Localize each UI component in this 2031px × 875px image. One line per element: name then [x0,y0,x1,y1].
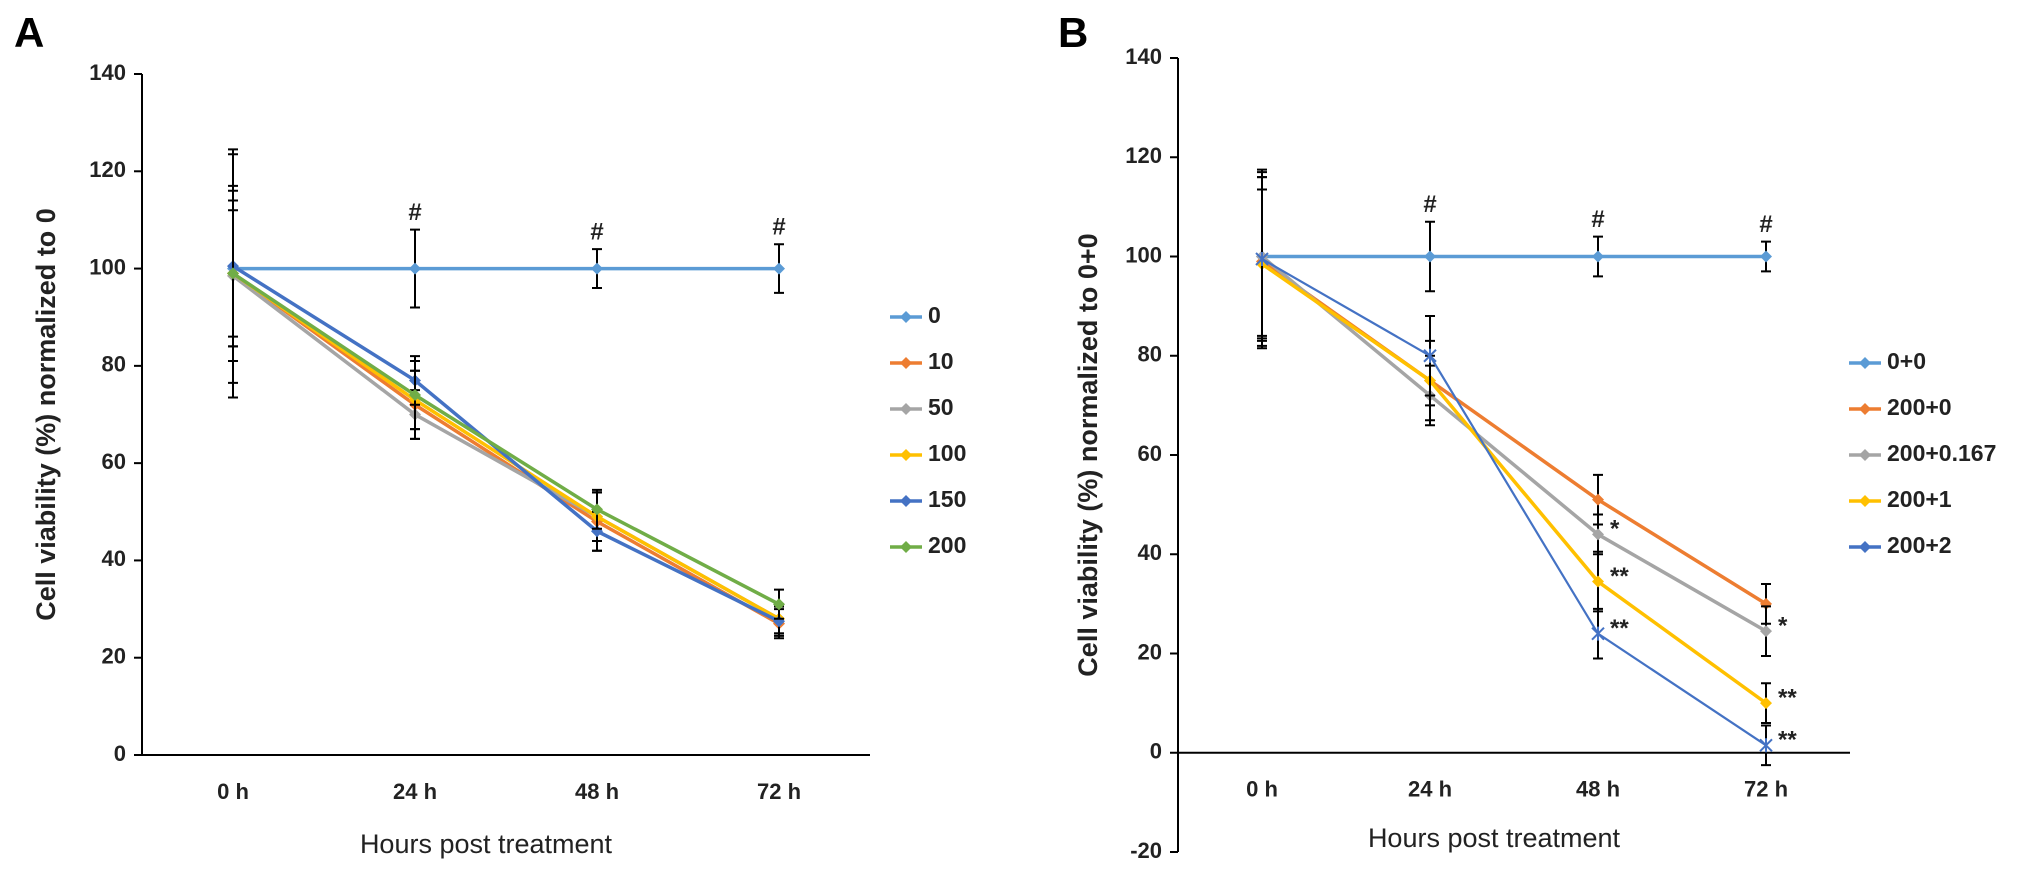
legend-marker [1859,449,1871,461]
annotation: ** [1610,563,1629,590]
marker [409,262,421,275]
x-tick-label: 24 h [393,779,437,804]
y-tick-label: 20 [102,644,126,669]
legend-marker [1859,357,1871,369]
annotation: # [408,199,421,226]
legend-label: 100 [928,440,966,466]
marker [591,262,603,275]
legend-marker [1859,403,1871,415]
marker [1760,625,1772,638]
annotation: # [590,218,603,245]
annotation: # [1423,191,1436,218]
legend-label: 0 [928,302,941,328]
series-line [1261,262,1768,705]
y-tick-label: 0 [1150,739,1162,764]
annotation: # [1759,211,1772,238]
y-tick-label: 80 [102,352,126,377]
y-tick-label: -20 [1130,838,1162,863]
legend-marker [900,541,912,553]
annotation: # [772,214,785,241]
series-line [232,264,780,623]
y-tick-label: 140 [89,60,126,85]
series-line [1260,260,1767,606]
x-tick-label: 48 h [1576,777,1620,802]
legend-marker [900,495,912,507]
y-tick-label: 120 [89,157,126,182]
x-tick-label: 0 h [217,779,249,804]
panel-label: B [1058,9,1088,56]
marker [409,389,421,402]
x-axis-title: Hours post treatment [360,829,613,859]
annotation: # [1591,206,1604,233]
marker [1592,250,1604,263]
legend-label: 200+0 [1887,394,1952,420]
annotation: ** [1610,615,1629,642]
legend-label: 200+2 [1887,532,1952,558]
legend-marker [900,357,912,369]
series-line [231,272,780,626]
legend-label: 10 [928,348,954,374]
y-tick-label: 140 [1125,44,1162,69]
x-tick-label: 0 h [1246,777,1278,802]
annotation: * [1778,613,1788,640]
legend-marker [900,449,912,461]
y-axis-title: Cell viability (%) normalized to 0 [31,208,61,621]
marker [1759,738,1773,753]
legend-marker [900,311,912,323]
x-tick-label: 72 h [757,779,801,804]
legend-label: 0+0 [1887,348,1926,374]
marker [1424,250,1436,263]
legend-label: 200+0.167 [1887,440,1996,466]
marker [773,598,785,611]
legend-marker [1859,541,1871,553]
marker [1255,251,1269,266]
y-tick-label: 0 [114,741,126,766]
marker [773,262,785,275]
legend-marker [900,403,912,415]
x-tick-label: 48 h [575,779,619,804]
legend-label: 150 [928,486,966,512]
y-tick-label: 20 [1138,639,1162,664]
annotation: ** [1778,684,1797,711]
series-line [1261,258,1767,747]
marker [591,503,603,516]
legend-label: 200+1 [1887,486,1952,512]
panel-label: A [14,9,44,56]
legend-marker [1859,495,1871,507]
marker [1591,626,1605,641]
series-line [232,271,780,621]
annotation: ** [1778,727,1797,754]
marker [1592,493,1604,506]
y-tick-label: 100 [1125,242,1162,267]
x-tick-label: 24 h [1408,777,1452,802]
y-tick-label: 120 [1125,143,1162,168]
x-axis-title: Hours post treatment [1368,823,1621,853]
marker [1592,575,1604,588]
y-axis-title: Cell viability (%) normalized to 0+0 [1073,233,1103,676]
marker [1423,348,1437,363]
legend-label: 50 [928,394,954,420]
legend-label: 200 [928,532,966,558]
y-tick-label: 40 [1138,540,1162,565]
series-line [232,271,780,606]
y-tick-label: 40 [102,546,126,571]
x-tick-label: 72 h [1744,777,1788,802]
y-tick-label: 80 [1138,342,1162,367]
marker [1760,250,1772,263]
y-tick-label: 60 [102,449,126,474]
marker [227,267,239,280]
y-tick-label: 60 [1138,441,1162,466]
series-line [1260,255,1767,633]
annotation: * [1610,516,1620,543]
marker [1592,528,1604,541]
y-tick-label: 100 [89,254,126,279]
marker [1760,697,1772,710]
